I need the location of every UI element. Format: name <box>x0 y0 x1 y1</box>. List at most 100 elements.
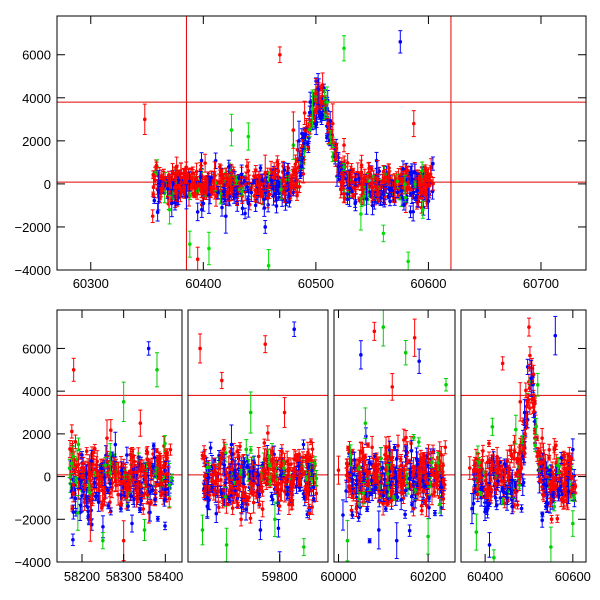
data-point <box>108 452 113 456</box>
data-point <box>291 190 296 195</box>
data-point <box>258 166 263 170</box>
data-point <box>170 201 174 206</box>
data-point <box>431 161 435 166</box>
data-point <box>158 181 163 186</box>
data-point <box>193 186 198 191</box>
data-point <box>413 182 417 187</box>
data-point <box>386 194 391 198</box>
data-point <box>246 201 251 206</box>
x-tick-label: 60700 <box>523 276 559 291</box>
data-point <box>152 198 157 203</box>
data-point <box>328 135 333 140</box>
data-point <box>411 190 416 195</box>
data-point <box>247 181 252 186</box>
data-point <box>405 185 410 190</box>
x-tick-label: 60300 <box>73 276 109 291</box>
data-point <box>199 158 204 163</box>
data-point <box>76 442 81 447</box>
data-point <box>263 225 268 229</box>
data-point <box>342 46 346 51</box>
data-point <box>274 204 279 208</box>
data-point <box>406 259 410 264</box>
data-point <box>353 201 357 206</box>
data-point <box>370 203 375 208</box>
data-point <box>170 170 175 174</box>
data-point <box>381 231 386 236</box>
data-point <box>271 186 275 191</box>
segment-dense-cloud <box>67 419 174 547</box>
y-tick-label: 4000 <box>22 91 51 106</box>
data-point <box>278 52 282 57</box>
data-point <box>423 190 428 194</box>
data-point <box>307 127 312 132</box>
data-point <box>420 207 425 212</box>
data-point <box>286 166 291 170</box>
data-point <box>156 516 160 521</box>
data-point <box>163 524 167 528</box>
data-point <box>403 195 408 200</box>
data-point <box>368 172 373 177</box>
data-point <box>379 196 383 200</box>
data-point <box>418 174 422 179</box>
data-point <box>399 188 403 193</box>
data-point <box>364 197 369 201</box>
data-point <box>249 190 254 195</box>
data-point <box>244 176 248 180</box>
data-point <box>207 246 211 251</box>
data-point <box>141 464 145 468</box>
data-point <box>269 178 273 183</box>
data-point <box>190 180 195 185</box>
data-point <box>353 177 358 182</box>
data-point <box>74 477 78 482</box>
data-point <box>240 206 245 211</box>
data-point <box>160 185 165 190</box>
data-point <box>308 100 313 104</box>
data-point <box>288 181 292 185</box>
data-point <box>178 193 183 197</box>
data-point <box>428 172 433 176</box>
data-point <box>188 193 192 198</box>
data-point <box>162 177 166 182</box>
data-point <box>320 83 325 87</box>
data-point <box>306 144 311 149</box>
data-point <box>80 453 84 457</box>
data-point <box>188 242 192 246</box>
data-point <box>431 181 435 186</box>
data-point <box>359 163 364 168</box>
data-point <box>221 189 226 194</box>
data-point <box>243 211 247 216</box>
data-point <box>297 139 301 143</box>
data-point <box>316 87 320 91</box>
data-point <box>347 186 352 191</box>
data-point <box>314 91 318 96</box>
y-tick-label: 2000 <box>22 134 51 149</box>
data-point <box>156 188 161 193</box>
data-point <box>411 121 416 126</box>
data-point <box>362 194 367 198</box>
data-point <box>155 482 160 487</box>
data-point <box>119 493 123 497</box>
data-point <box>326 121 330 126</box>
data-point <box>415 188 419 193</box>
data-point <box>246 134 251 139</box>
data-point <box>226 190 230 195</box>
data-point <box>144 448 149 453</box>
data-point <box>424 172 429 177</box>
data-point <box>411 209 416 214</box>
y-tick-label: −4000 <box>14 263 51 278</box>
data-point <box>279 187 283 192</box>
data-point <box>187 179 192 184</box>
data-point <box>67 466 72 471</box>
data-point <box>339 180 344 185</box>
data-point <box>220 205 224 210</box>
data-point <box>163 441 167 446</box>
data-point <box>361 187 365 192</box>
data-point <box>232 195 236 199</box>
data-point <box>297 184 302 189</box>
data-point <box>174 191 179 195</box>
data-point <box>194 169 199 174</box>
data-point <box>265 196 270 200</box>
data-point <box>291 128 296 132</box>
data-point <box>73 468 78 472</box>
